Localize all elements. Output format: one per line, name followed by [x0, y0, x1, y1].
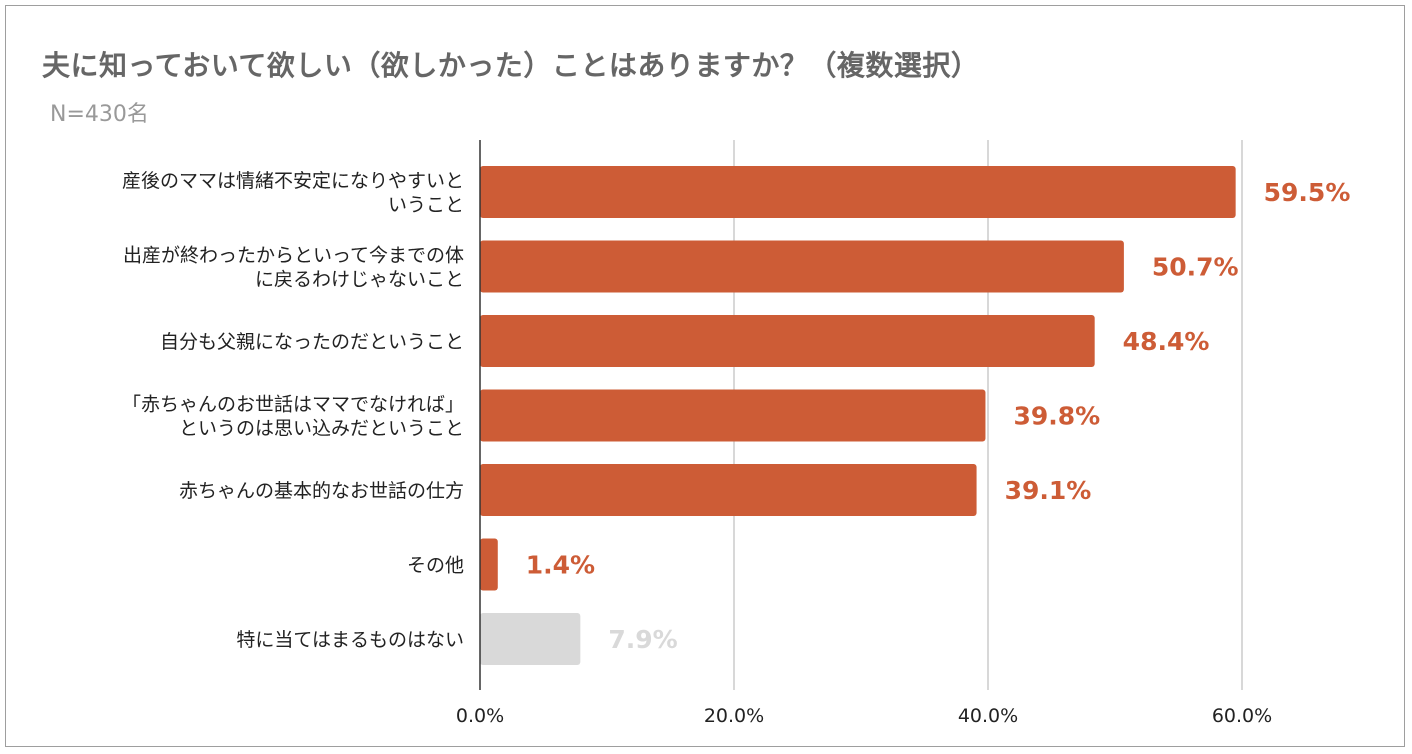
data-label: 39.8% [1013, 402, 1100, 431]
category-label: 産後のママは情緒不安定になりやすいということ [122, 170, 464, 216]
x-tick-label: 20.0% [704, 705, 764, 727]
bar [480, 240, 1124, 293]
category-label: その他 [407, 555, 464, 577]
category-label: 「赤ちゃんのお世話はママでなければ」というのは思い込みだということ [122, 394, 464, 440]
category-label: 赤ちゃんの基本的なお世話の仕方 [179, 480, 464, 502]
category-label: 特に当てはまるものはない [236, 629, 464, 651]
chart-subtitle: N=430名 [50, 102, 149, 127]
bar [480, 538, 498, 591]
data-label: 1.4% [526, 551, 595, 580]
bar [480, 315, 1095, 367]
category-label: 自分も父親になったのだということ [160, 331, 464, 353]
x-tick-label: 0.0% [456, 705, 504, 727]
category-label: 出産が終わったからといって今までの体に戻るわけじゃないこと [123, 245, 464, 291]
data-label: 48.4% [1123, 327, 1210, 356]
chart-frame: 夫に知っておいて欲しい（欲しかった）ことはありますか？（複数選択） N=430名 [5, 5, 1405, 747]
bar [480, 389, 986, 442]
bar [480, 464, 977, 516]
chart-title: 夫に知っておいて欲しい（欲しかった）ことはありますか？（複数選択） [42, 49, 980, 82]
x-tick-label: 60.0% [1212, 705, 1272, 727]
bar [480, 166, 1236, 218]
x-tick-label: 40.0% [958, 705, 1018, 727]
data-label: 59.5% [1264, 178, 1351, 207]
data-label: 39.1% [1005, 476, 1092, 505]
bar [480, 613, 581, 665]
data-label: 7.9% [608, 625, 677, 654]
data-label: 50.7% [1152, 253, 1239, 282]
